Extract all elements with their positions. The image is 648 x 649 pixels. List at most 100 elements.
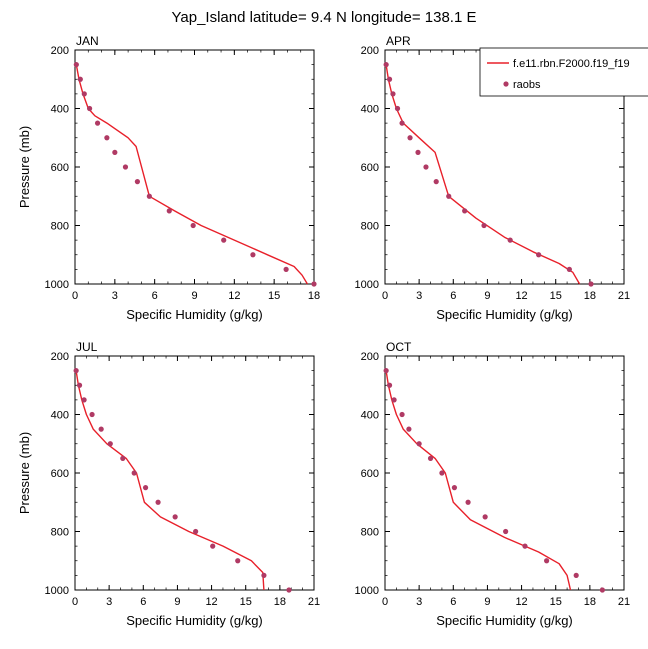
y-tick-label: 1000 — [45, 585, 69, 597]
x-tick-label: 18 — [584, 290, 596, 302]
y-tick-label: 200 — [361, 45, 379, 57]
x-tick-label: 0 — [72, 596, 78, 608]
model-profile-line — [75, 370, 265, 591]
raobs-point — [73, 62, 79, 68]
raobs-point — [122, 164, 129, 170]
y-tick-label: 200 — [361, 351, 379, 363]
y-tick-label: 400 — [51, 410, 69, 422]
raobs-point — [416, 441, 422, 447]
raobs-point — [155, 499, 161, 505]
raobs-point — [462, 208, 468, 214]
y-tick-label: 1000 — [45, 279, 69, 291]
legend-obs-label: raobs — [513, 79, 541, 91]
y-tick-label: 1000 — [355, 585, 379, 597]
x-tick-label: 6 — [140, 596, 146, 608]
x-tick-label: 9 — [484, 290, 490, 302]
raobs-point — [406, 426, 412, 432]
raobs-point — [81, 91, 87, 97]
raobs-point — [104, 135, 110, 141]
raobs-point — [465, 499, 471, 505]
raobs-point — [588, 281, 594, 287]
raobs-point — [390, 91, 396, 97]
panel-oct: OCT 0 3 6 9 12 15 18 21 200 400 600 800 1000 Specific … — [355, 340, 631, 628]
raobs-point — [407, 135, 413, 141]
x-tick-label: 21 — [618, 596, 630, 608]
x-tick-label: 9 — [484, 596, 490, 608]
raobs-point — [383, 368, 389, 374]
x-tick-label: 3 — [416, 290, 422, 302]
x-tick-label: 12 — [515, 290, 527, 302]
raobs-point — [107, 441, 113, 447]
legend-model-label: f.e11.rbn.F2000.f19_f19 — [513, 58, 630, 70]
panel-jul: JUL 0 3 6 9 12 15 18 21 200 400 600 800 1000 Specific … — [17, 340, 320, 628]
y-tick-label: 600 — [51, 468, 69, 480]
x-tick-label: 18 — [274, 596, 286, 608]
x-tick-label: 9 — [174, 596, 180, 608]
raobs-point — [311, 281, 317, 287]
raobs-point — [94, 120, 101, 126]
raobs-point — [210, 543, 216, 549]
x-tick-label: 12 — [515, 596, 527, 608]
raobs-point — [536, 252, 542, 258]
x-tick-label: 15 — [550, 290, 562, 302]
raobs-point — [439, 470, 445, 476]
plot-frame — [74, 49, 315, 285]
raobs-point — [386, 76, 393, 82]
raobs-point — [134, 179, 141, 185]
x-tick-label: 21 — [618, 290, 630, 302]
raobs-point — [433, 179, 439, 185]
raobs-point — [394, 105, 401, 112]
panel-apr: APR 0 3 6 9 12 15 18 21 200 400 600 800 1000 Specific … — [355, 34, 631, 322]
x-tick-label: 21 — [308, 596, 320, 608]
figure-title: Yap_Island latitude= 9.4 N longitude= 13… — [172, 9, 477, 26]
raobs-point — [507, 237, 513, 243]
x-tick-label: 3 — [112, 290, 118, 302]
x-tick-label: 15 — [268, 290, 280, 302]
legend-box — [479, 47, 648, 97]
raobs-point — [573, 572, 579, 578]
raobs-point — [522, 543, 528, 549]
raobs-point — [451, 485, 458, 491]
raobs-point — [221, 237, 227, 243]
raobs-point — [76, 382, 83, 388]
x-tick-label: 6 — [450, 596, 456, 608]
model-profile-line — [385, 370, 572, 591]
x-axis-label: Specific Humidity (g/kg) — [436, 307, 573, 322]
y-tick-label: 600 — [361, 162, 379, 174]
model-profile-line — [75, 64, 308, 285]
raobs-point — [193, 528, 199, 535]
y-tick-label: 800 — [51, 527, 69, 539]
model-profile-line — [385, 64, 581, 285]
plot-frame — [74, 355, 315, 591]
raobs-point — [142, 485, 149, 491]
x-tick-label: 3 — [106, 596, 112, 608]
y-tick-label: 800 — [361, 221, 379, 233]
plot-frame — [384, 355, 625, 591]
raobs-point — [399, 120, 405, 126]
raobs-point — [544, 558, 550, 564]
raobs-point — [423, 164, 429, 170]
x-tick-label: 12 — [205, 596, 217, 608]
x-tick-label: 3 — [416, 596, 422, 608]
raobs-point — [190, 222, 196, 229]
raobs-point — [89, 411, 95, 418]
x-tick-label: 6 — [450, 290, 456, 302]
panel-jan: JAN 0 3 6 9 12 15 18 200 400 600 800 1000 Specific Hu… — [17, 34, 320, 322]
y-tick-label: 600 — [51, 162, 69, 174]
y-axis-label: Pressure (mb) — [17, 126, 32, 208]
y-tick-label: 200 — [51, 45, 69, 57]
x-tick-label: 0 — [72, 290, 78, 302]
x-axis-label: Specific Humidity (g/kg) — [436, 613, 573, 628]
raobs-point — [235, 558, 241, 564]
raobs-point — [98, 426, 104, 432]
raobs-point — [286, 587, 292, 593]
panel-title: APR — [386, 34, 411, 48]
raobs-point — [87, 105, 93, 112]
legend-obs-swatch — [503, 81, 509, 87]
raobs-point — [120, 455, 126, 461]
raobs-point — [599, 587, 605, 593]
x-tick-label: 0 — [382, 596, 388, 608]
raobs-point — [172, 514, 178, 520]
x-axis-label: Specific Humidity (g/kg) — [126, 307, 263, 322]
